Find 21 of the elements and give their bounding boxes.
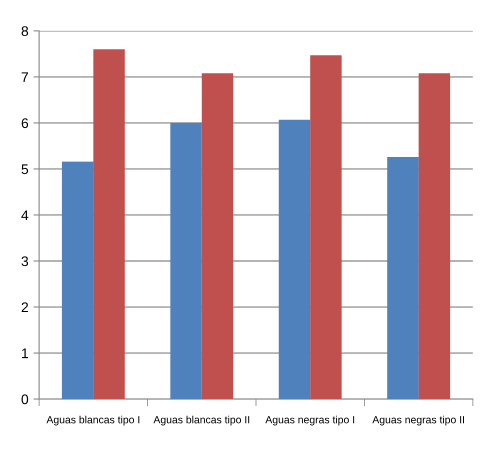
y-tick-label: 0 [22,394,28,404]
y-tick-label: 3 [22,256,28,266]
bar [418,73,450,400]
y-tick-label: 5 [22,164,28,174]
bar [93,49,125,400]
bar [170,122,202,400]
y-tick-label: 4 [21,210,28,220]
x-tick-label: Aguas blancas tipo I [46,416,140,426]
bar [62,162,94,400]
bar [278,120,310,400]
x-tick-label: Aguas negras tipo I [265,416,354,426]
bar [387,156,419,400]
bar [202,73,234,400]
y-tick-label: 8 [22,26,28,36]
y-tick-label: 1 [22,348,28,358]
x-tick-label: Aguas negras tipo II [372,416,464,426]
y-tick-label: 6 [22,118,28,128]
y-tick-label: 7 [22,72,28,82]
x-tick-label: Aguas blancas tipo II [153,416,250,426]
y-tick-label: 2 [22,302,28,312]
bar [310,55,342,400]
